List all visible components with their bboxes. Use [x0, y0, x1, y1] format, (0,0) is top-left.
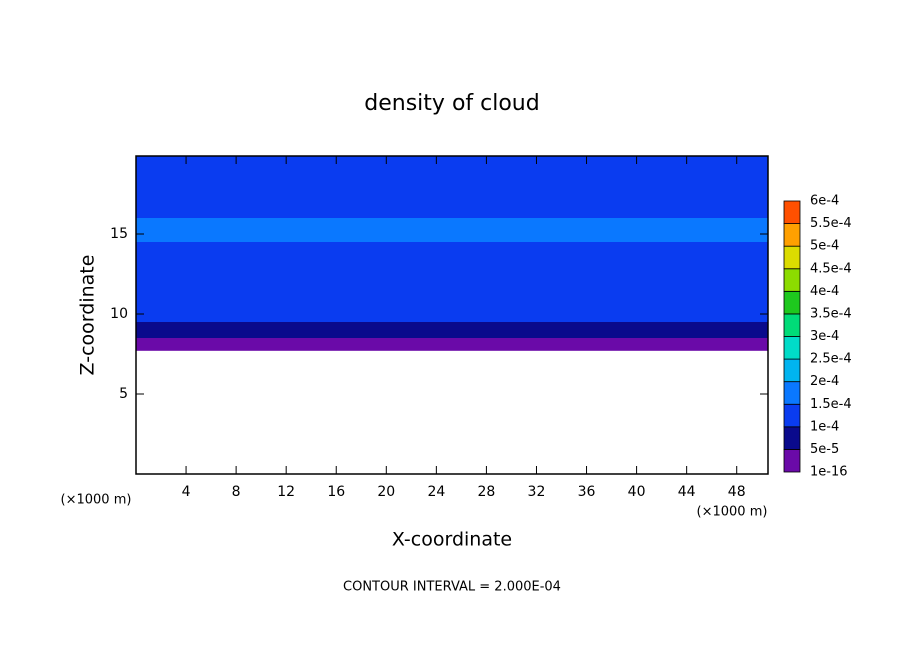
colorbar-swatch	[783, 200, 801, 224]
x-tick-label: 16	[327, 484, 345, 500]
colorbar-label: 6e-4	[810, 194, 839, 209]
colorbar-label: 1.5e-4	[810, 397, 852, 412]
colorbar-label: 1e-4	[810, 419, 839, 434]
x-tick-label: 4	[182, 484, 191, 500]
x-axis-label: X-coordinate	[392, 529, 512, 551]
colorbar-label: 2.5e-4	[810, 352, 852, 367]
colorbar-swatch	[783, 426, 801, 450]
colorbar-swatch	[783, 290, 801, 315]
colorbar-swatch	[783, 223, 801, 247]
colorbar-label: 5e-5	[810, 442, 839, 457]
colorbar-swatch	[783, 358, 801, 383]
x-tick-label: 48	[728, 484, 746, 500]
contour-band	[136, 242, 768, 282]
y-tick-label: 15	[110, 226, 128, 242]
colorbar-swatch	[783, 381, 801, 405]
contour-band	[136, 156, 768, 218]
colorbar-swatch	[783, 313, 801, 337]
contour-band	[136, 338, 768, 351]
contour-band	[136, 218, 768, 242]
y-axis-label: Z-coordinate	[77, 255, 99, 376]
colorbar-label: 5e-4	[810, 239, 839, 254]
x-tick-label: 40	[628, 484, 646, 500]
x-tick-label: 44	[678, 484, 696, 500]
x-tick-label: 24	[427, 484, 445, 500]
contour-band	[136, 282, 768, 322]
colorbar-swatch	[783, 268, 801, 292]
colorbar-swatch	[783, 449, 801, 473]
colorbar-label: 5.5e-4	[810, 216, 852, 231]
contour-band	[136, 322, 768, 338]
x-tick-label: 32	[528, 484, 546, 500]
colorbar-label: 4e-4	[810, 284, 839, 299]
colorbar-label: 1e-16	[810, 465, 848, 480]
x-tick-label: 36	[578, 484, 596, 500]
colorbar-swatch	[783, 336, 801, 360]
x-tick-label: 28	[478, 484, 496, 500]
annotation: CONTOUR INTERVAL = 2.000E-04	[343, 580, 561, 595]
colorbar-swatch	[783, 245, 801, 270]
chart-title: density of cloud	[364, 91, 539, 116]
colorbar-swatch	[783, 403, 801, 428]
x-tick-label: 20	[377, 484, 395, 500]
x-tick-label: 8	[232, 484, 241, 500]
y-tick-label: 5	[119, 386, 128, 402]
y-tick-label: 10	[110, 306, 128, 322]
colorbar-label: 2e-4	[810, 374, 839, 389]
x-tick-label: 12	[277, 484, 295, 500]
colorbar-label: 3.5e-4	[810, 306, 852, 321]
x-unit-label: (×1000 m)	[697, 505, 768, 520]
y-unit-label: (×1000 m)	[61, 493, 132, 508]
plot-frame	[135, 155, 769, 475]
colorbar-label: 3e-4	[810, 329, 839, 344]
colorbar-label: 4.5e-4	[810, 261, 852, 276]
